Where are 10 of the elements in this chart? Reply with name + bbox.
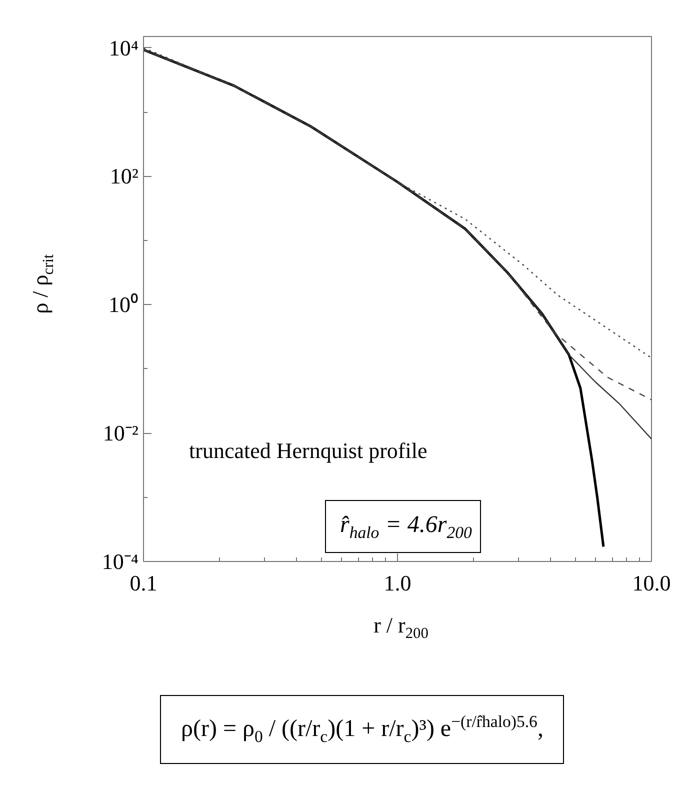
text: ρ(r) = ρ$_{0}$ / ((r/r$_{c}$)(1 + r/r$_{c}$)³) e$^{−(r/r̂halo)5.6}$, [181,712,544,746]
x-tick-label: 10.0 [632,570,671,596]
y-tick-label: 10⁻² [102,420,139,446]
y-tick-label: 10⁴ [108,35,139,60]
annotation: truncated Hernquist profile [189,438,428,463]
annotation: r̂$_{halo}$ = 4.6r$_{200}$ [325,500,481,553]
y-tick-label: 10² [110,164,139,189]
x-axis-title: r / r$_{200}$ [374,612,428,642]
y-tick-label: 10⁰ [108,292,138,318]
x-tick-label: 1.0 [384,570,412,596]
